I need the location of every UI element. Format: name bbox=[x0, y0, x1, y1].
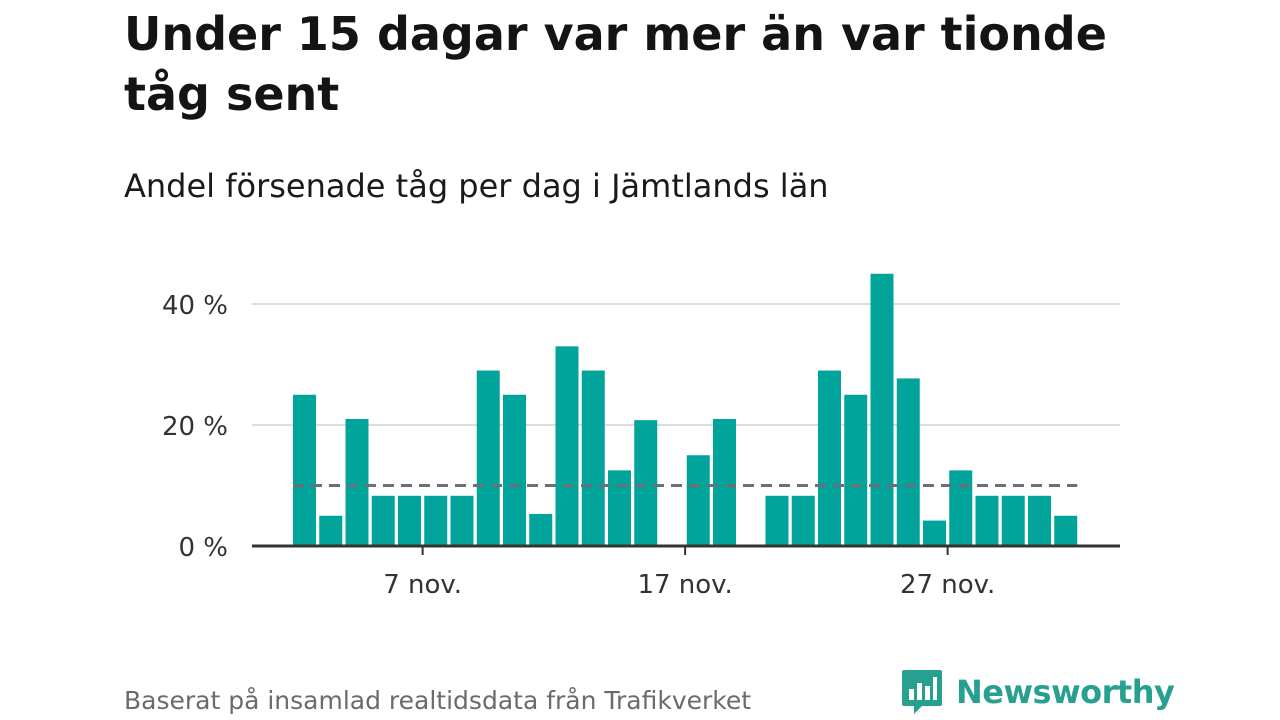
bar-chart-speech-bubble-icon bbox=[902, 670, 942, 714]
y-tick-label: 20 % bbox=[162, 412, 228, 442]
bar bbox=[345, 418, 369, 546]
source-note: Baserat på insamlad realtidsdata från Tr… bbox=[124, 686, 752, 715]
grid-lines bbox=[252, 303, 1120, 426]
x-tick-label: 27 nov. bbox=[900, 570, 995, 600]
bar bbox=[713, 418, 736, 546]
bar bbox=[476, 370, 500, 546]
bar bbox=[450, 495, 474, 546]
bar bbox=[791, 495, 815, 546]
bar bbox=[555, 346, 579, 546]
bar bbox=[896, 378, 920, 546]
y-axis-ticks: 0 % 20 % 40 % bbox=[162, 291, 228, 563]
bar bbox=[949, 470, 973, 546]
bar bbox=[844, 394, 868, 546]
bar bbox=[634, 420, 658, 546]
bar bbox=[293, 394, 316, 546]
bar bbox=[923, 520, 946, 546]
bar bbox=[319, 515, 343, 546]
bar bbox=[870, 273, 894, 546]
bar bbox=[818, 370, 841, 546]
bar bbox=[503, 394, 526, 546]
bar bbox=[1054, 515, 1078, 546]
brand-logo[interactable]: Newsworthy bbox=[900, 668, 1175, 716]
bar bbox=[371, 495, 395, 546]
bar bbox=[765, 495, 789, 546]
bar bbox=[398, 495, 421, 546]
y-tick-label: 40 % bbox=[162, 291, 228, 321]
brand-name: Newsworthy bbox=[956, 673, 1175, 711]
y-tick-label: 0 % bbox=[178, 533, 228, 563]
bar bbox=[975, 495, 999, 546]
chart-title: Under 15 dagar var mer än var tionde tåg… bbox=[124, 7, 1107, 121]
bar bbox=[529, 513, 553, 546]
bars bbox=[293, 273, 1078, 546]
x-tick-label: 17 nov. bbox=[637, 570, 732, 600]
chart-subtitle: Andel försenade tåg per dag i Jämtlands … bbox=[124, 167, 829, 205]
bar bbox=[581, 370, 605, 546]
x-axis-ticks: 7 nov. 17 nov. 27 nov. bbox=[383, 546, 995, 600]
bar bbox=[1001, 495, 1025, 546]
bar bbox=[424, 495, 448, 546]
bar bbox=[686, 455, 710, 546]
x-tick-label: 7 nov. bbox=[383, 570, 462, 600]
bar bbox=[1028, 495, 1051, 546]
bar bbox=[608, 470, 631, 546]
bar-chart: 0 % 20 % 40 % 7 nov. 17 nov. 27 nov. bbox=[162, 273, 1120, 600]
